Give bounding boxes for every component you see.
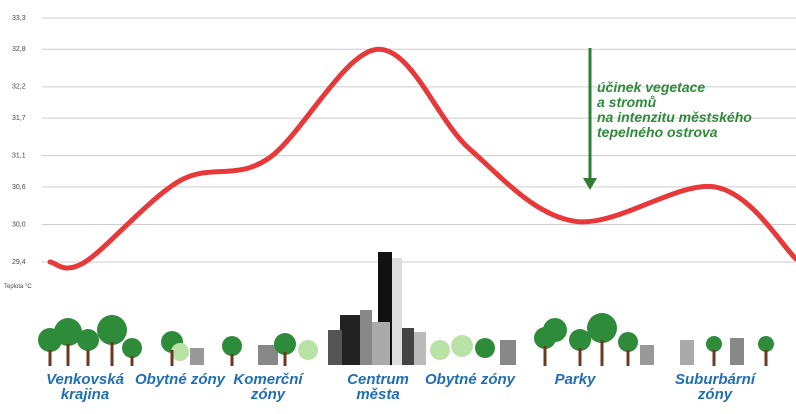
annotation-line: tepelného ostrova [597, 124, 718, 140]
annotation-line: a stromů [597, 94, 657, 110]
x-tick-label: Komerční zóny [233, 371, 303, 403]
line [47, 46, 796, 271]
y-tick-label: 30,0 [12, 221, 26, 228]
y-tick-label: 30,6 [12, 184, 26, 191]
annotation: účinek vegetace a stromů na intenzitu měst… [597, 80, 796, 140]
annotation-line: na intenzitu městského [597, 109, 752, 125]
x-tick-label: Venkovská krajina [46, 371, 124, 403]
y-tick-label: 29,4 [12, 259, 26, 266]
x-tick-label: Suburbární zóny [674, 371, 755, 403]
x-tick-label: Obytné zóny [425, 371, 516, 388]
y-tick-label: 32,8 [12, 46, 26, 53]
y-tick-label: 32,2 [12, 84, 26, 91]
y-tick-label: 33,3 [12, 15, 26, 22]
x-tick-label: Obytné zóny [135, 371, 226, 388]
y-axis-label: Teplota °C [4, 284, 32, 290]
x-tick-label: Parky [554, 371, 596, 388]
annotation-line: účinek vegetace [597, 79, 706, 95]
y-tick-label: 31,7 [12, 115, 26, 122]
x-tick-label: Centrum města [347, 371, 409, 403]
y-tick-label: 31,1 [12, 152, 26, 159]
illustration [38, 48, 774, 366]
